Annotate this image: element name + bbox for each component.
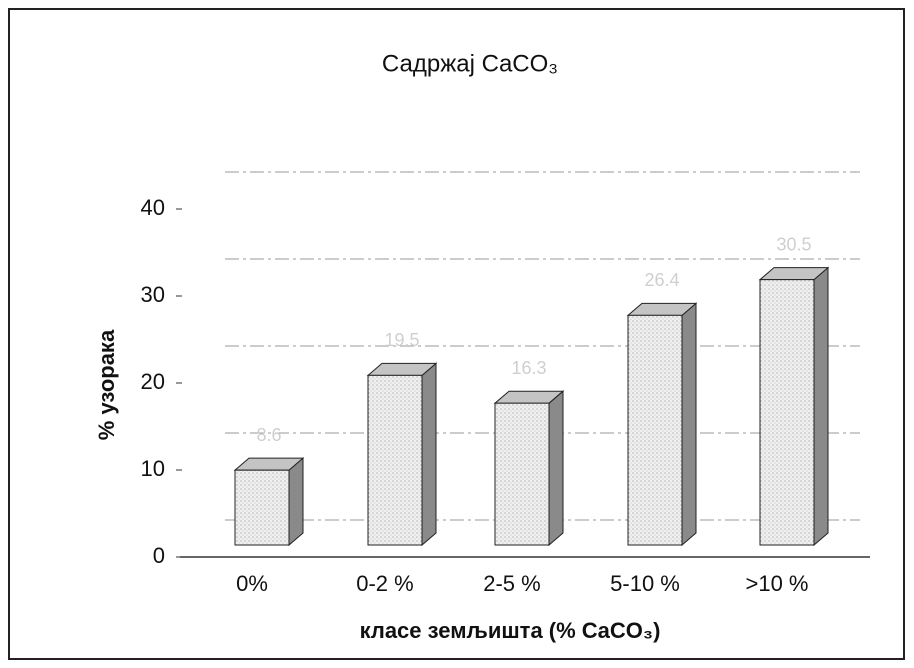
bar (759, 279, 815, 546)
y-tick-label: 20 (141, 369, 165, 394)
x-tick-label: 2-5 % (483, 571, 540, 596)
y-axis-label: % узорака (94, 329, 119, 440)
bar (494, 402, 550, 546)
bar (234, 469, 290, 546)
x-tick-label: 0-2 % (356, 571, 413, 596)
x-axis-label: класе земљишта (% CaCO₃) (360, 618, 661, 643)
x-tick-label: 5-10 % (610, 571, 680, 596)
y-tick-label: 0 (153, 543, 165, 568)
bar-side (813, 266, 829, 547)
value-label: 26.4 (644, 270, 679, 290)
y-tick-label: 10 (141, 456, 165, 481)
y-tick-label: 40 (141, 195, 165, 220)
frame (8, 8, 905, 660)
value-label: 8.6 (256, 425, 281, 445)
bar (627, 314, 683, 546)
x-tick-label: 0% (236, 571, 268, 596)
value-label: 19.5 (384, 330, 419, 350)
bar-side (288, 457, 304, 547)
chart-title: Садржај CaCO₃ (382, 50, 558, 77)
bar (367, 374, 423, 546)
value-label: 30.5 (776, 234, 811, 254)
value-label: 16.3 (511, 358, 546, 378)
y-tick-label: 30 (141, 282, 165, 307)
x-tick-label: >10 % (746, 571, 809, 596)
bar-side (548, 390, 564, 547)
bar-side (681, 302, 697, 547)
bar-side (421, 362, 437, 547)
